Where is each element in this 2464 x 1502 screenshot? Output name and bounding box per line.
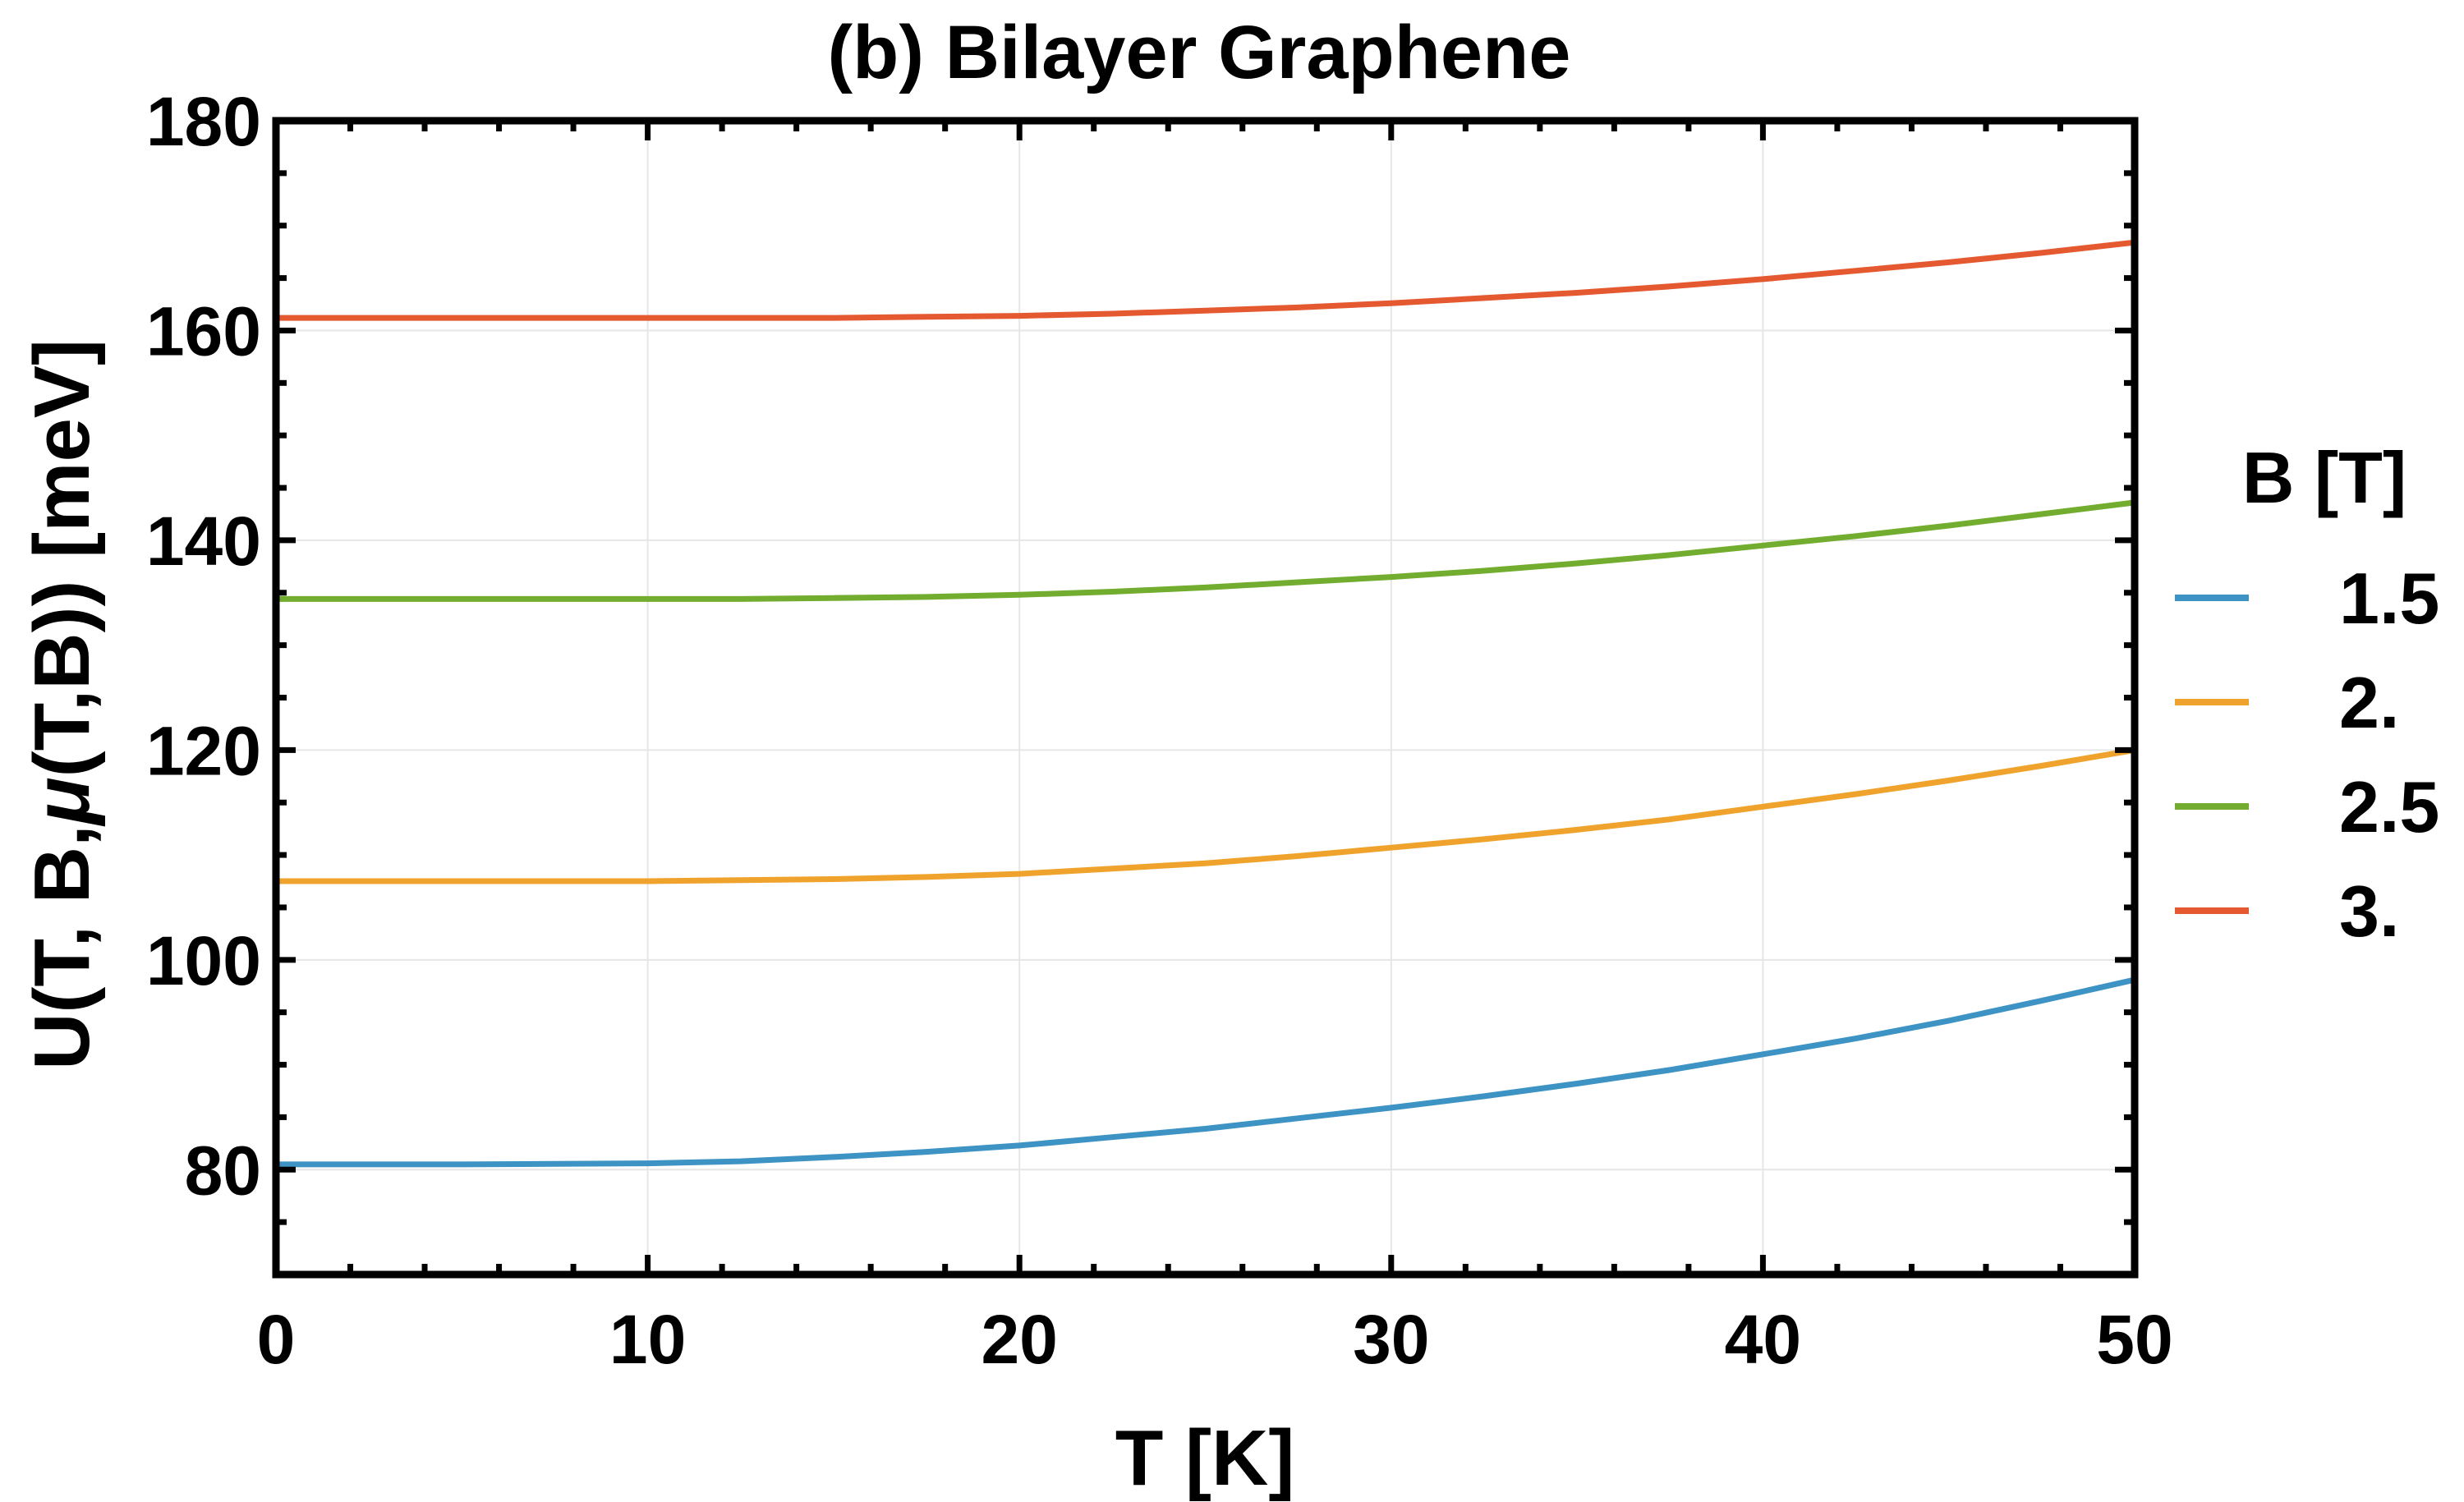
y-axis-label-suffix: (T,B)) [meV] <box>18 339 106 777</box>
x-tick-label: 30 <box>1353 1301 1429 1378</box>
plot-frame <box>272 117 2139 1279</box>
x-axis-label: T [K] <box>1115 1414 1295 1502</box>
legend-title: B [T] <box>2242 437 2407 518</box>
y-tick-label: 180 <box>146 83 261 160</box>
series-line-B-3. <box>276 239 2135 321</box>
x-tick-label: 50 <box>2096 1301 2172 1378</box>
y-tick-labels: 80 100 120 140 160 180 <box>146 83 261 1209</box>
legend-label: 3. <box>2339 870 2399 952</box>
x-tick-labels: 0 10 20 30 40 50 <box>257 1301 2173 1378</box>
legend: B [T] 1.5 2. 2.5 3. <box>2175 437 2439 952</box>
y-tick-label: 160 <box>146 292 261 370</box>
y-tick-label: 140 <box>146 503 261 580</box>
y-axis-label: U(T, B,μ(T,B)) [meV] <box>18 339 106 1070</box>
y-tick-label: 120 <box>146 712 261 789</box>
y-tick-label: 80 <box>185 1132 261 1209</box>
y-tick-label: 100 <box>146 922 261 999</box>
series-line-B-1.5 <box>276 976 2135 1168</box>
legend-label: 1.5 <box>2339 558 2439 639</box>
x-tick-label: 20 <box>981 1301 1057 1378</box>
y-axis-label-mu: μ <box>18 777 106 827</box>
axis-ticks <box>273 117 2138 1278</box>
series-line-B-2.5 <box>276 499 2135 602</box>
grid-lines <box>275 120 2135 1275</box>
legend-label: 2.5 <box>2339 766 2439 847</box>
chart-title: (b) Bilayer Graphene <box>828 11 1571 94</box>
x-tick-label: 10 <box>609 1301 686 1378</box>
y-axis-label-prefix: U(T, B, <box>18 824 106 1070</box>
x-tick-label: 0 <box>257 1301 296 1378</box>
legend-label: 2. <box>2339 662 2399 743</box>
series-line-B-2. <box>276 746 2135 884</box>
x-tick-label: 40 <box>1725 1301 1801 1378</box>
plot-series <box>276 239 2135 1168</box>
